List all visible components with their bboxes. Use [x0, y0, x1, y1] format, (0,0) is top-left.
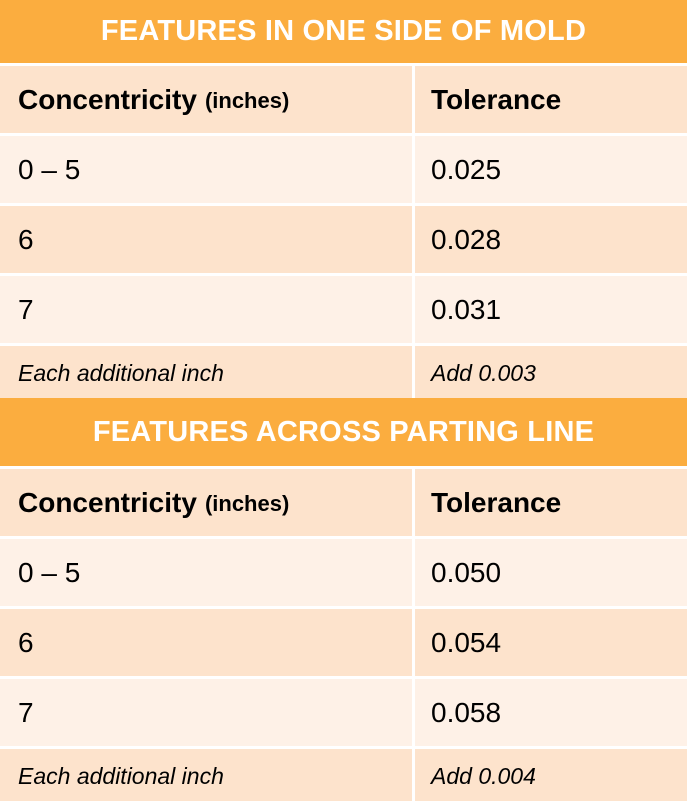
concentricity-cell: 6 [0, 206, 415, 273]
tolerance-cell: 0.031 [431, 293, 502, 325]
concentricity-cell: 7 [0, 679, 415, 746]
column-header-concentricity: Concentricity (inches) [0, 66, 415, 133]
tolerance-cell: Add 0.004 [431, 762, 536, 789]
table-row: 0 – 5 0.050 [0, 539, 687, 609]
column-header-unit: (inches) [204, 87, 290, 113]
column-header-unit: (inches) [204, 490, 290, 516]
section-across-parting-line: FEATURES ACROSS PARTING LINE Concentrici… [0, 398, 687, 801]
column-header-tolerance: Tolerance [431, 83, 562, 115]
table-row: 0 – 5 0.025 [0, 136, 687, 206]
section-title: FEATURES ACROSS PARTING LINE [0, 398, 687, 469]
table-row-additional: Each additional inch Add 0.004 [0, 749, 687, 801]
column-header-tolerance: Tolerance [431, 486, 562, 518]
table-row: 6 0.054 [0, 609, 687, 679]
section-one-side-of-mold: FEATURES IN ONE SIDE OF MOLD Concentrici… [0, 0, 687, 398]
concentricity-cell: 0 – 5 [0, 136, 415, 203]
section-title: FEATURES IN ONE SIDE OF MOLD [0, 0, 687, 66]
table-row: 7 0.031 [0, 276, 687, 346]
table-row-additional: Each additional inch Add 0.003 [0, 346, 687, 398]
column-header-label: Concentricity [18, 486, 197, 518]
table-header-row: Concentricity (inches) Tolerance [0, 66, 687, 136]
tolerance-cell: 0.054 [431, 626, 502, 658]
tolerance-cell: 0.025 [431, 153, 502, 185]
concentricity-cell: Each additional inch [0, 749, 415, 801]
concentricity-cell: 0 – 5 [0, 539, 415, 606]
concentricity-cell: 6 [0, 609, 415, 676]
tolerance-cell: 0.050 [431, 556, 502, 588]
table-row: 7 0.058 [0, 679, 687, 749]
concentricity-cell: 7 [0, 276, 415, 343]
tolerance-cell: 0.058 [431, 696, 502, 728]
table-row: 6 0.028 [0, 206, 687, 276]
column-header-label: Concentricity [18, 83, 197, 115]
table-header-row: Concentricity (inches) Tolerance [0, 469, 687, 539]
tolerance-cell: Add 0.003 [431, 359, 536, 386]
tolerance-cell: 0.028 [431, 223, 502, 255]
concentricity-cell: Each additional inch [0, 346, 415, 398]
column-header-concentricity: Concentricity (inches) [0, 469, 415, 536]
